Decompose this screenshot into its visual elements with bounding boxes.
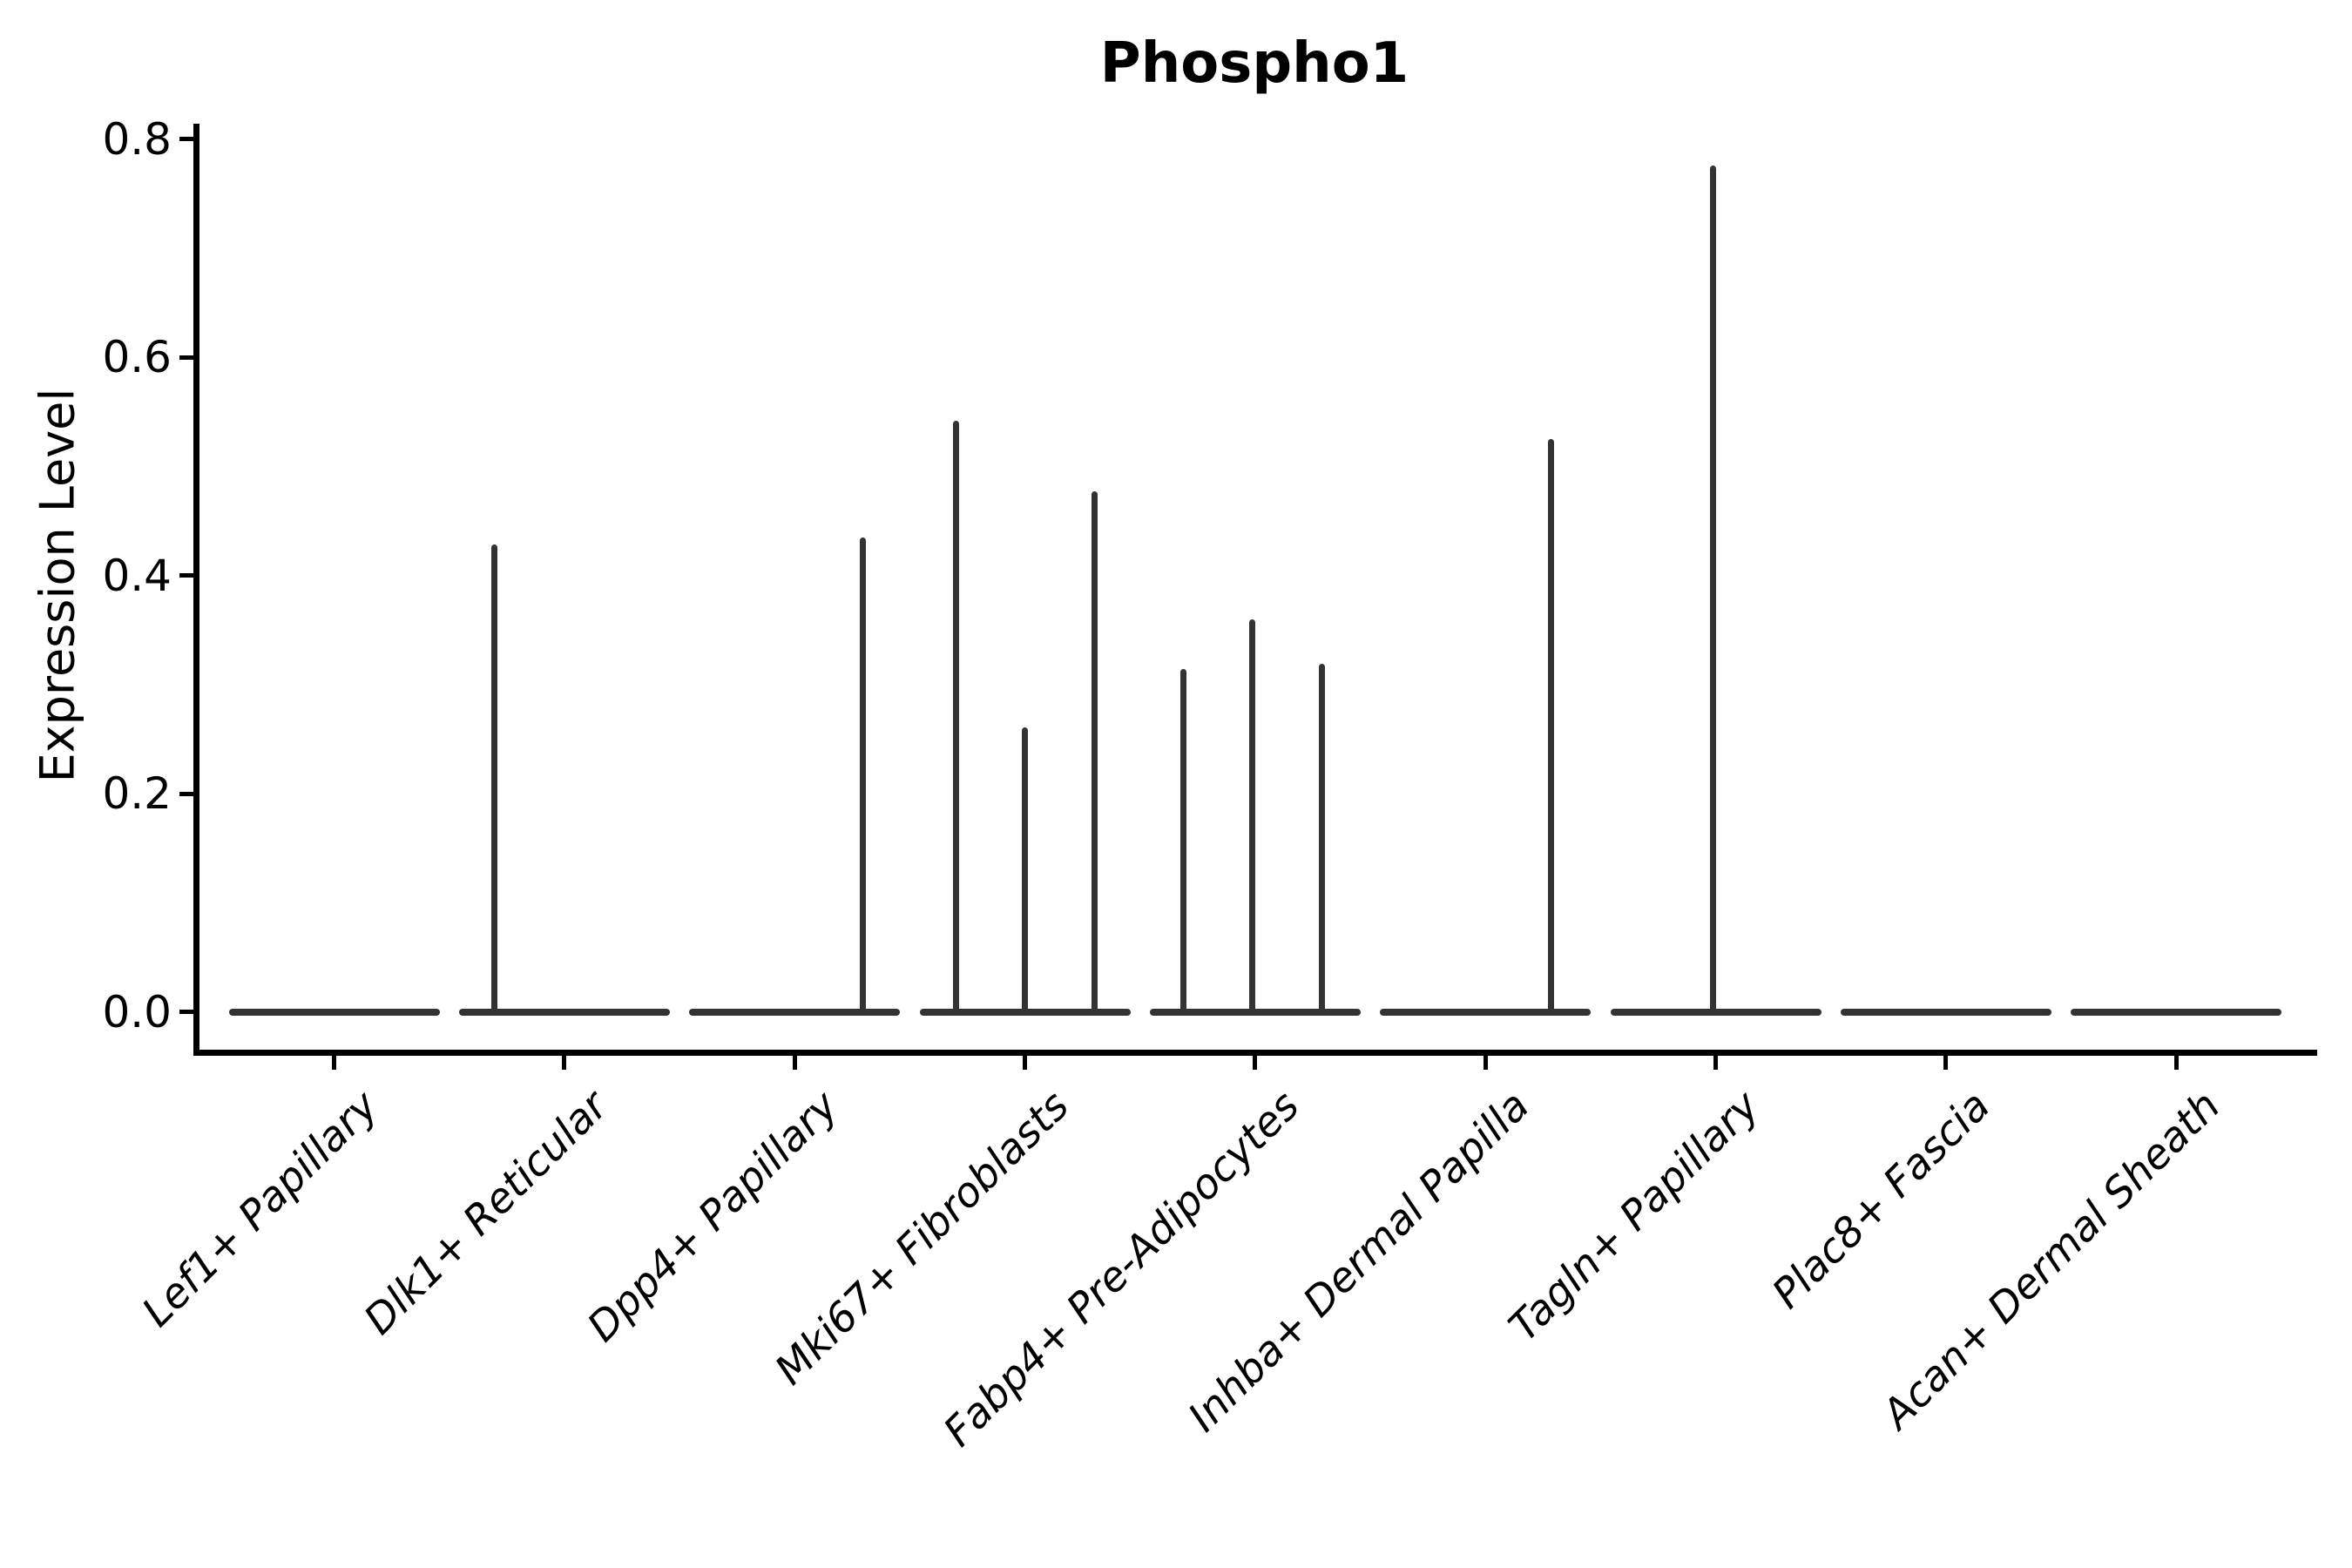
x-tick-mark [1023,1056,1028,1070]
violin-body [919,1008,1131,1016]
y-tick-mark [179,573,193,578]
y-tick-mark [179,1010,193,1014]
x-tick-label: Lef1+ Papillary [132,1082,388,1337]
x-tick-mark [2173,1056,2179,1070]
violin-spike [1249,618,1256,1012]
x-tick-mark [1943,1056,1949,1070]
x-tick-mark [1713,1056,1719,1070]
y-axis-spine [193,124,199,1056]
x-tick-mark [792,1056,797,1070]
y-tick-mark [179,791,193,796]
x-tick-label: Plac8+ Fascia [1762,1082,1999,1319]
chart-title: Phospho1 [1099,31,1409,96]
violin-body [689,1008,901,1016]
y-tick-label: 0.4 [102,550,172,601]
violin-spike [1180,669,1187,1012]
violin-body [1380,1008,1592,1016]
violin-body [458,1008,670,1016]
x-tick-mark [562,1056,567,1070]
y-tick-label: 0.6 [102,332,172,382]
y-tick-mark [179,137,193,141]
violin-spike [953,420,959,1012]
violin-body [1840,1008,2051,1016]
x-axis-spine [193,1050,2317,1056]
y-tick-mark [179,355,193,360]
violin-spike [491,544,498,1012]
violin-spike [1547,438,1554,1012]
violin-spike [1092,491,1098,1012]
x-tick-mark [1253,1056,1258,1070]
violin-body [228,1008,440,1016]
x-tick-mark [332,1056,336,1070]
y-tick-label: 0.0 [102,986,172,1037]
violin-spike [1319,663,1326,1012]
x-tick-label: Dpp4+ Papillary [578,1082,848,1352]
violin-body [1149,1008,1361,1016]
violin-spike [1022,727,1029,1012]
x-tick-label: Tagln+ Papillary [1499,1082,1769,1351]
violin-body [1610,1008,1821,1016]
violin-spike [859,537,866,1012]
violin-body [2071,1008,2282,1016]
violin-spike [1710,165,1717,1012]
y-tick-label: 0.8 [102,113,172,165]
x-tick-mark [1483,1056,1488,1070]
x-tick-label: Dlk1+ Reticular [355,1082,618,1344]
y-tick-label: 0.2 [102,768,172,819]
